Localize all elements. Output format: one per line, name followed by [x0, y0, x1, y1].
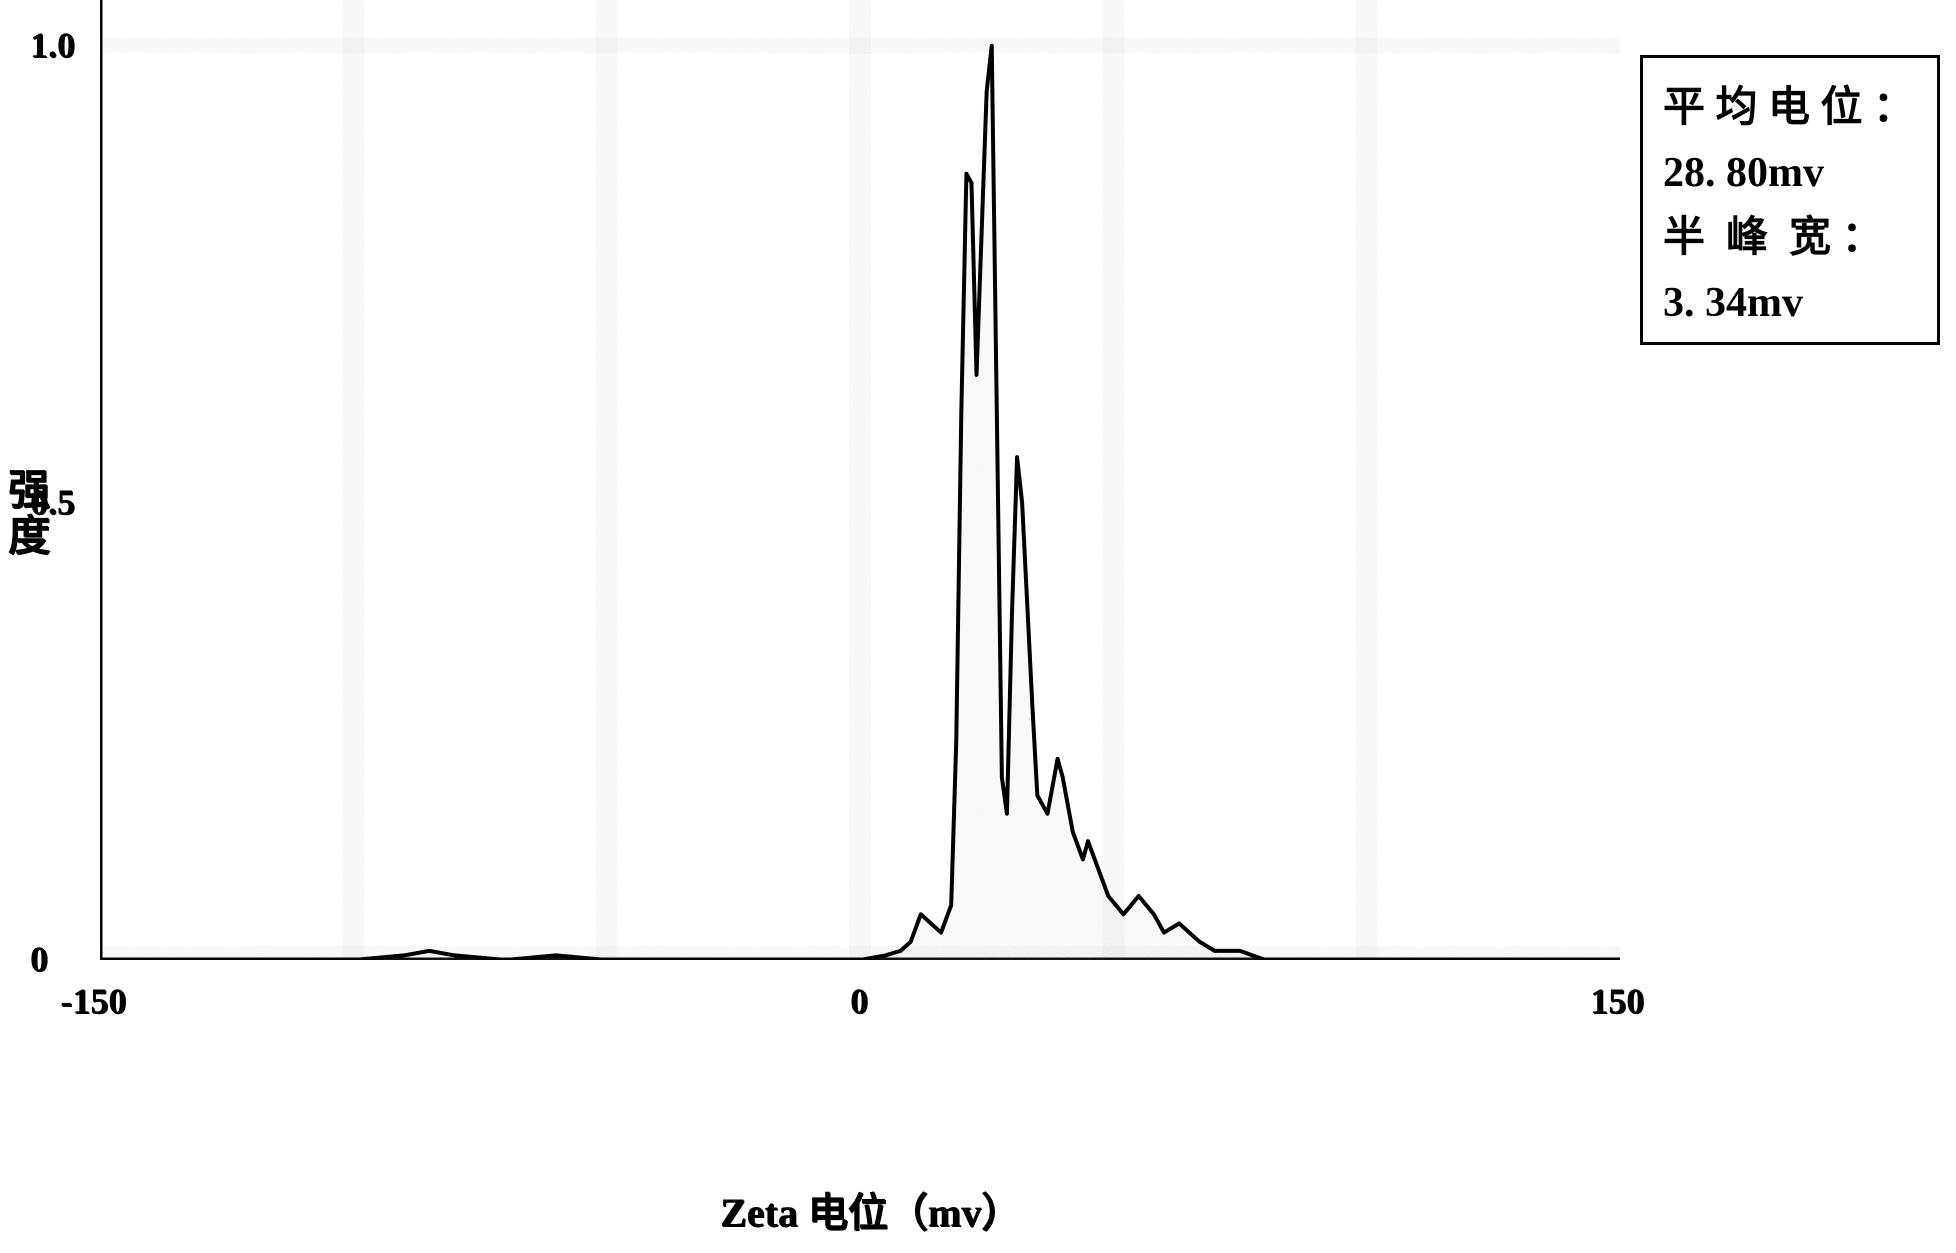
stats-line: 平 均 电 位 ： [1663, 76, 1917, 141]
xtick-label: 150 [1590, 980, 1644, 1022]
xaxis-title: Zeta 电位（mv） [720, 1180, 1021, 1238]
stats-line: 半 峰 宽 ： [1663, 206, 1917, 271]
stats-line: 28. 80mv [1663, 141, 1917, 206]
stats-line: 3. 34mv [1663, 271, 1917, 336]
ytick-label: 1.0 [30, 24, 75, 66]
yaxis-title: 强度 [8, 468, 50, 560]
xtick-label: 0 [850, 980, 868, 1022]
stats-box: 平 均 电 位 ： 28. 80mv 半 峰 宽 ： 3. 34mv [1640, 55, 1940, 345]
zeta-chart-svg [100, 0, 1620, 960]
ytick-label: 0 [30, 938, 48, 980]
xtick-label: -150 [60, 980, 126, 1022]
